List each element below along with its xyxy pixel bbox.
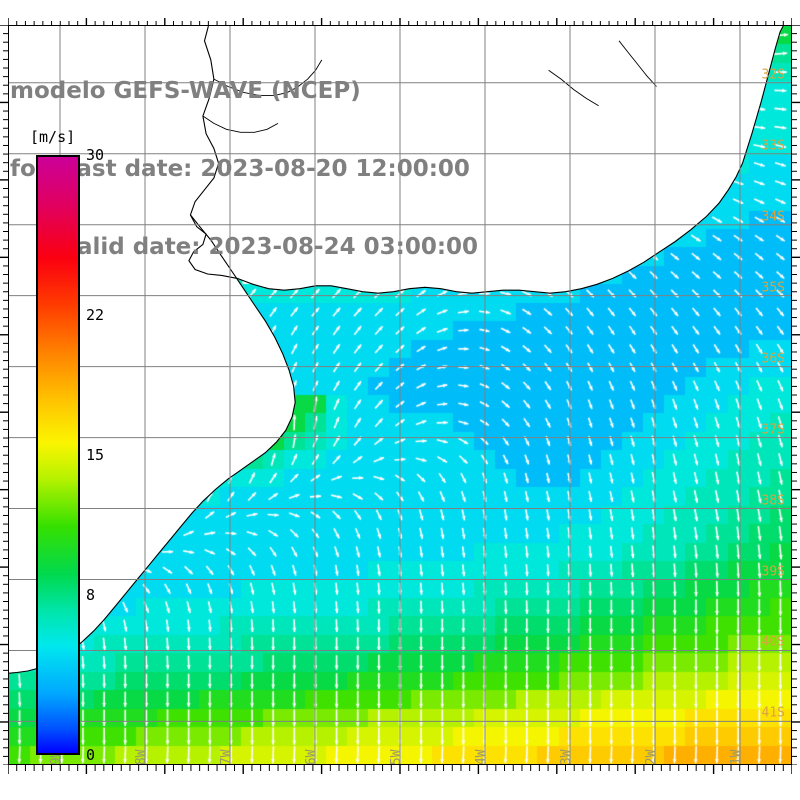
map-plot-area: 59W 58W 57W 56W 55W 54W 53W 52W 51W 32S 33S 34S 35S 3… [8,25,792,765]
colorbar-tick-label: 8 [86,586,96,604]
colorbar-gradient [36,155,80,755]
colorbar-tick-label: 30 [86,146,105,164]
colorbar-units-label: [m/s] [30,128,76,146]
colorbar-tick-label: 22 [86,306,105,324]
colorbar-tick-label: 15 [86,446,105,464]
right-tick-ruler [791,25,800,765]
colorbar-tick-label: 0 [86,746,96,764]
colorbar-legend: [m/s] 30 22 15 8 0 [24,128,134,768]
